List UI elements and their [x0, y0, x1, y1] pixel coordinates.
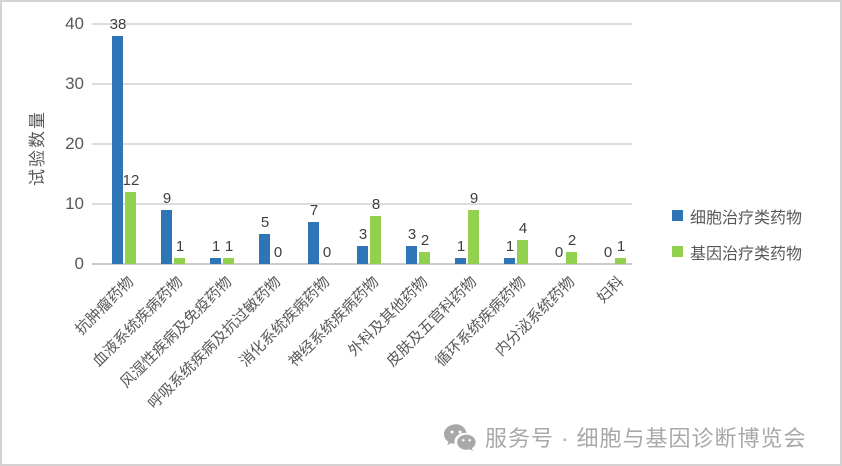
data-label: 2	[567, 232, 577, 249]
x-axis-label: 皮肤及五官科药物	[383, 273, 481, 371]
x-axis-line	[92, 263, 632, 265]
bar-gene-therapy	[370, 216, 381, 264]
bar-gene-therapy	[566, 252, 577, 264]
x-axis-label: 循环系统疾病药物	[432, 273, 530, 371]
x-axis-label: 妇科	[594, 273, 628, 307]
bar-cell-therapy	[455, 258, 466, 264]
bar-cell-therapy	[210, 258, 221, 264]
data-label: 4	[518, 220, 528, 237]
x-axis-label: 血液系统疾病药物	[89, 273, 187, 371]
watermark-text: 服务号 · 细胞与基因诊断博览会	[485, 426, 807, 451]
data-label: 3	[407, 226, 417, 243]
bar-gene-therapy	[517, 240, 528, 264]
bar-gene-therapy	[223, 258, 234, 264]
bar-gene-therapy	[615, 258, 626, 264]
wechat-icon	[443, 423, 477, 452]
x-axis-label: 神经系统疾病药物	[285, 273, 383, 371]
bar-gene-therapy	[125, 192, 136, 264]
data-label: 9	[469, 190, 479, 207]
x-axis-label: 消化系统疾病药物	[236, 273, 334, 371]
data-label: 5	[260, 214, 270, 231]
data-label: 1	[456, 238, 466, 255]
data-label: 7	[309, 202, 319, 219]
data-label: 9	[162, 190, 172, 207]
data-label: 12	[122, 172, 140, 189]
gridline	[92, 203, 632, 205]
legend-swatch-cell-therapy	[672, 210, 683, 221]
bar-cell-therapy	[504, 258, 515, 264]
bar-cell-therapy	[357, 246, 368, 264]
y-axis-tick: 20	[65, 134, 84, 153]
data-label: 0	[322, 244, 332, 261]
data-label: 1	[211, 238, 221, 255]
data-label: 0	[603, 244, 613, 261]
data-label: 8	[371, 196, 381, 213]
y-axis-tick: 0	[74, 254, 84, 273]
bar-cell-therapy	[161, 210, 172, 264]
bar-cell-therapy	[112, 36, 123, 264]
bar-gene-therapy	[174, 258, 185, 264]
data-label: 38	[109, 16, 127, 33]
y-axis-tick: 40	[65, 14, 84, 33]
y-axis-tick: 10	[65, 194, 84, 213]
data-label: 1	[224, 238, 234, 255]
gridline	[92, 83, 632, 85]
y-axis-tick: 30	[65, 74, 84, 93]
legend-label-gene-therapy: 基因治疗类药物	[690, 245, 803, 263]
data-label: 0	[554, 244, 564, 261]
bar-cell-therapy	[308, 222, 319, 264]
data-label: 0	[273, 244, 283, 261]
watermark: 服务号 · 细胞与基因诊断博览会	[443, 421, 807, 453]
bar-gene-therapy	[468, 210, 479, 264]
gridline	[92, 23, 632, 25]
bar-cell-therapy	[259, 234, 270, 264]
legend-item-gene-therapy: 基因治疗类药物	[672, 241, 803, 263]
legend-label-cell-therapy: 细胞治疗类药物	[690, 209, 803, 227]
data-label: 2	[420, 232, 430, 249]
bar-gene-therapy	[419, 252, 430, 264]
legend: 细胞治疗类药物 基因治疗类药物	[672, 205, 802, 277]
data-label: 1	[616, 238, 626, 255]
data-label: 1	[175, 238, 185, 255]
bar-cell-therapy	[406, 246, 417, 264]
legend-swatch-gene-therapy	[672, 246, 683, 257]
data-label: 3	[358, 226, 368, 243]
data-label: 1	[505, 238, 515, 255]
legend-item-cell-therapy: 细胞治疗类药物	[672, 205, 803, 227]
gridline	[92, 143, 632, 145]
